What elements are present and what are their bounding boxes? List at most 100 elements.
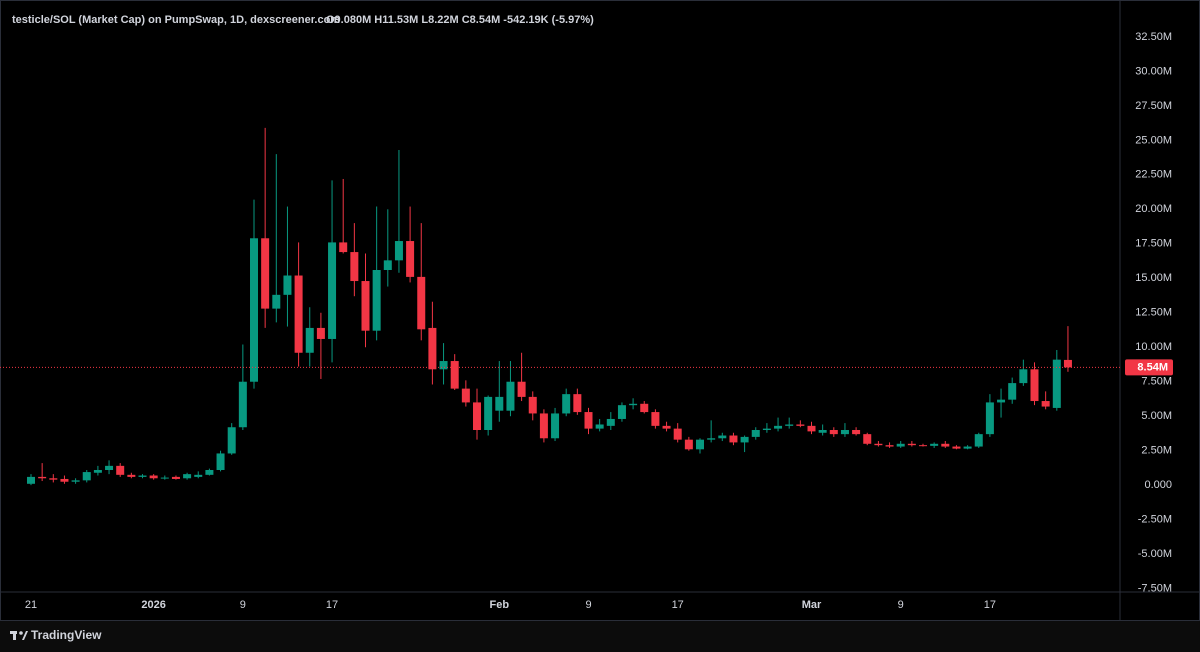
candle-body (874, 443, 883, 446)
candle-body (194, 474, 203, 477)
candle-body (707, 438, 716, 440)
candle-body (350, 252, 359, 282)
candle-body (740, 436, 749, 443)
candle-body (473, 402, 481, 430)
y-tick-label: 30.00M (1135, 65, 1172, 77)
ohlc-legend: O9.080M H11.53M L8.22M C8.54M -542.19K (… (326, 14, 594, 26)
candle-body (484, 396, 493, 430)
footer-bar (0, 621, 1200, 652)
candle-body (907, 443, 916, 446)
price-label: 8.54M (1137, 361, 1168, 373)
candle-body (506, 381, 515, 411)
candle-body (751, 430, 760, 437)
x-tick-label: 17 (326, 599, 338, 611)
candle-body (896, 443, 905, 447)
candle-body (997, 399, 1006, 403)
y-tick-label: 5.00M (1141, 410, 1172, 422)
candle-body (138, 475, 147, 477)
candle-body (762, 428, 771, 430)
candle-body (1063, 359, 1072, 368)
x-tick-label: Feb (490, 599, 510, 611)
x-tick-label: 2026 (141, 599, 165, 611)
candle-body (227, 427, 236, 454)
candle-body (584, 412, 593, 429)
candle-body (562, 394, 571, 414)
chart-title: testicle/SOL (Market Cap) on PumpSwap, 1… (12, 14, 340, 26)
candle-body (941, 443, 950, 447)
candle-body (796, 424, 805, 426)
candle-body (339, 242, 348, 253)
y-tick-label: 25.00M (1135, 134, 1172, 146)
candle-body (495, 396, 504, 411)
y-tick-label: 12.50M (1135, 307, 1172, 319)
y-tick-label: 32.50M (1135, 31, 1172, 43)
candle-body (38, 476, 47, 479)
candle-body (93, 470, 102, 473)
candle-body (662, 425, 671, 429)
candle-body (428, 327, 437, 370)
candle-body (919, 445, 927, 447)
candle-body (417, 276, 426, 330)
candle-body (160, 477, 169, 479)
candle-body (785, 424, 794, 426)
x-tick-label: Mar (802, 599, 822, 611)
candle-body (49, 478, 58, 480)
candle-body (261, 238, 270, 309)
candle-body (573, 394, 582, 413)
candle-body (1019, 369, 1028, 384)
candle-body (640, 403, 649, 413)
y-tick-label: 7.50M (1141, 376, 1172, 388)
candle-body (829, 430, 838, 435)
candle-body (361, 281, 370, 331)
candle-body (885, 445, 894, 447)
candle-body (1030, 369, 1039, 402)
candle-body (283, 275, 292, 295)
candle-body (684, 439, 693, 450)
candle-body (272, 294, 281, 309)
candle-body (328, 242, 337, 339)
y-tick-label: 0.000 (1144, 479, 1172, 491)
candle-body (1052, 359, 1061, 408)
candle-body (183, 474, 192, 479)
candle-body (852, 430, 861, 435)
candle-body (595, 424, 604, 429)
x-tick-label: 21 (25, 599, 37, 611)
candle-body (1041, 401, 1050, 407)
tv-logo (10, 631, 28, 640)
candle-body (439, 361, 448, 370)
candle-body (294, 275, 303, 353)
candle-body (461, 388, 470, 403)
price-label-box (1125, 359, 1173, 376)
candle-body (807, 425, 816, 432)
candle-body (952, 446, 961, 449)
candle-body (1008, 383, 1017, 400)
candle-body (372, 270, 381, 331)
candle-body (82, 472, 91, 481)
candle-body (696, 439, 704, 450)
candle-body (974, 434, 983, 447)
x-tick-label: 9 (898, 599, 904, 611)
candle-body (729, 435, 738, 443)
y-tick-label: 10.00M (1135, 341, 1172, 353)
y-tick-label: -2.50M (1138, 514, 1172, 526)
candle-body (539, 413, 548, 439)
candle-body (406, 241, 415, 277)
x-tick-label: 17 (672, 599, 684, 611)
y-tick-label: 22.50M (1135, 169, 1172, 181)
x-tick-label: 17 (984, 599, 996, 611)
candle-body (127, 474, 136, 477)
candle-body (930, 443, 939, 446)
candle-body (394, 241, 403, 261)
candle-body (617, 405, 626, 419)
candle-body (250, 238, 258, 382)
candle-body (316, 327, 325, 339)
candle-body (105, 465, 114, 470)
candle-body (60, 478, 69, 482)
brand: TradingView (31, 628, 102, 642)
candle-body (216, 453, 225, 470)
y-tick-label: 27.50M (1135, 100, 1172, 112)
candle-body (840, 430, 849, 435)
candle-body (629, 403, 638, 406)
